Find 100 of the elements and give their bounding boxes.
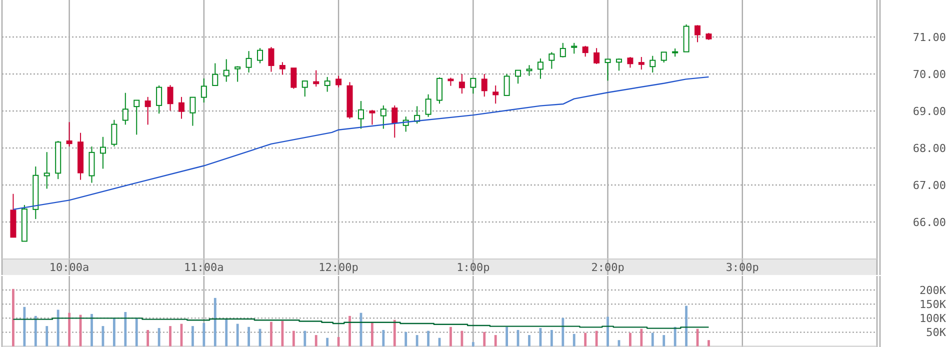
candlestick: [302, 80, 308, 98]
candlestick: [571, 42, 578, 54]
x-tick-label: 1:00p: [456, 261, 490, 274]
bar: [393, 320, 396, 346]
x-tick-label: 11:00a: [184, 261, 224, 274]
bar: [281, 320, 284, 346]
candlestick: [392, 104, 398, 138]
candlestick: [358, 100, 364, 130]
candlestick: [492, 84, 499, 104]
candlestick: [369, 109, 376, 126]
candlestick: [560, 42, 566, 58]
candlestick: [660, 52, 667, 64]
bar: [651, 332, 654, 346]
y-tick-label: 71.00: [912, 31, 946, 44]
y-tick-label: 50K: [926, 326, 946, 340]
bar: [292, 330, 295, 346]
candlestick: [200, 78, 207, 103]
bar: [248, 326, 250, 346]
bar: [584, 332, 587, 346]
candlestick: [324, 76, 330, 92]
x-tick-label: 10:00a: [49, 261, 90, 274]
candlestick: [144, 96, 151, 126]
candlestick: [122, 92, 128, 126]
candlestick: [650, 55, 656, 74]
bar: [506, 326, 508, 346]
candlestick: [336, 75, 342, 88]
candlestick: [212, 62, 218, 86]
x-tick-label: 12:00p: [318, 261, 358, 274]
bar: [370, 322, 374, 346]
bar: [348, 316, 351, 346]
bar: [685, 306, 688, 346]
bar: [326, 338, 329, 346]
candlestick: [436, 76, 442, 104]
candlestick: [515, 70, 522, 84]
candlestick: [279, 62, 286, 76]
bar: [416, 335, 418, 346]
bar: [472, 342, 474, 346]
candlestick: [481, 74, 488, 98]
bar: [124, 312, 127, 346]
bar: [572, 334, 576, 346]
candlestick: [604, 58, 611, 82]
candlestick: [537, 58, 544, 80]
y-tick-label: 150K: [920, 298, 946, 312]
bar: [112, 318, 116, 346]
bar: [135, 318, 138, 346]
bar: [90, 314, 93, 346]
candlestick: [594, 48, 600, 65]
bar: [56, 310, 60, 346]
bar: [202, 322, 206, 346]
bar: [68, 312, 71, 346]
bar: [662, 335, 666, 346]
candlestick: [638, 56, 644, 70]
bar: [460, 330, 464, 346]
bar: [270, 322, 272, 346]
candlestick: [44, 152, 50, 190]
bar: [528, 335, 530, 346]
y-tick-label: 66.00: [912, 216, 946, 229]
y-tick-label: 69.00: [912, 105, 946, 118]
bar: [674, 326, 676, 346]
x-tick-label: 2:00p: [591, 261, 624, 274]
bar: [629, 332, 632, 346]
y-tick-label: 68.00: [912, 142, 946, 155]
candlestick: [190, 96, 196, 126]
bar: [427, 330, 430, 346]
candlestick: [88, 146, 95, 184]
bar: [562, 318, 564, 346]
bar: [640, 328, 643, 346]
bar: [314, 335, 318, 346]
bar: [606, 316, 609, 346]
candlestick: [223, 58, 230, 82]
bar: [550, 330, 553, 346]
candlestick: [627, 56, 634, 68]
candlestick: [616, 58, 622, 72]
candlestick: [257, 48, 264, 64]
bar: [494, 335, 497, 346]
bar: [169, 326, 172, 346]
candlestick: [290, 68, 297, 90]
bar: [450, 326, 452, 346]
bar: [382, 330, 385, 346]
bar: [595, 330, 598, 346]
bar: [192, 326, 194, 346]
candlestick: [470, 78, 476, 94]
candlestick: [458, 74, 465, 94]
candlestick: [694, 24, 701, 43]
candlestick: [313, 70, 320, 88]
bar: [483, 332, 486, 346]
bar: [34, 316, 37, 346]
bar: [12, 288, 14, 346]
y-tick-label: 67.00: [912, 179, 946, 192]
bar: [304, 330, 306, 346]
candlestick: [548, 52, 555, 70]
candlestick: [66, 122, 72, 148]
candlestick: [156, 84, 162, 114]
bar: [214, 298, 216, 346]
bar: [146, 330, 150, 346]
bar: [158, 328, 160, 346]
bar: [236, 324, 239, 346]
candlestick: [526, 64, 532, 76]
y-tick-label: 100K: [920, 312, 946, 326]
candlestick: [100, 136, 106, 170]
